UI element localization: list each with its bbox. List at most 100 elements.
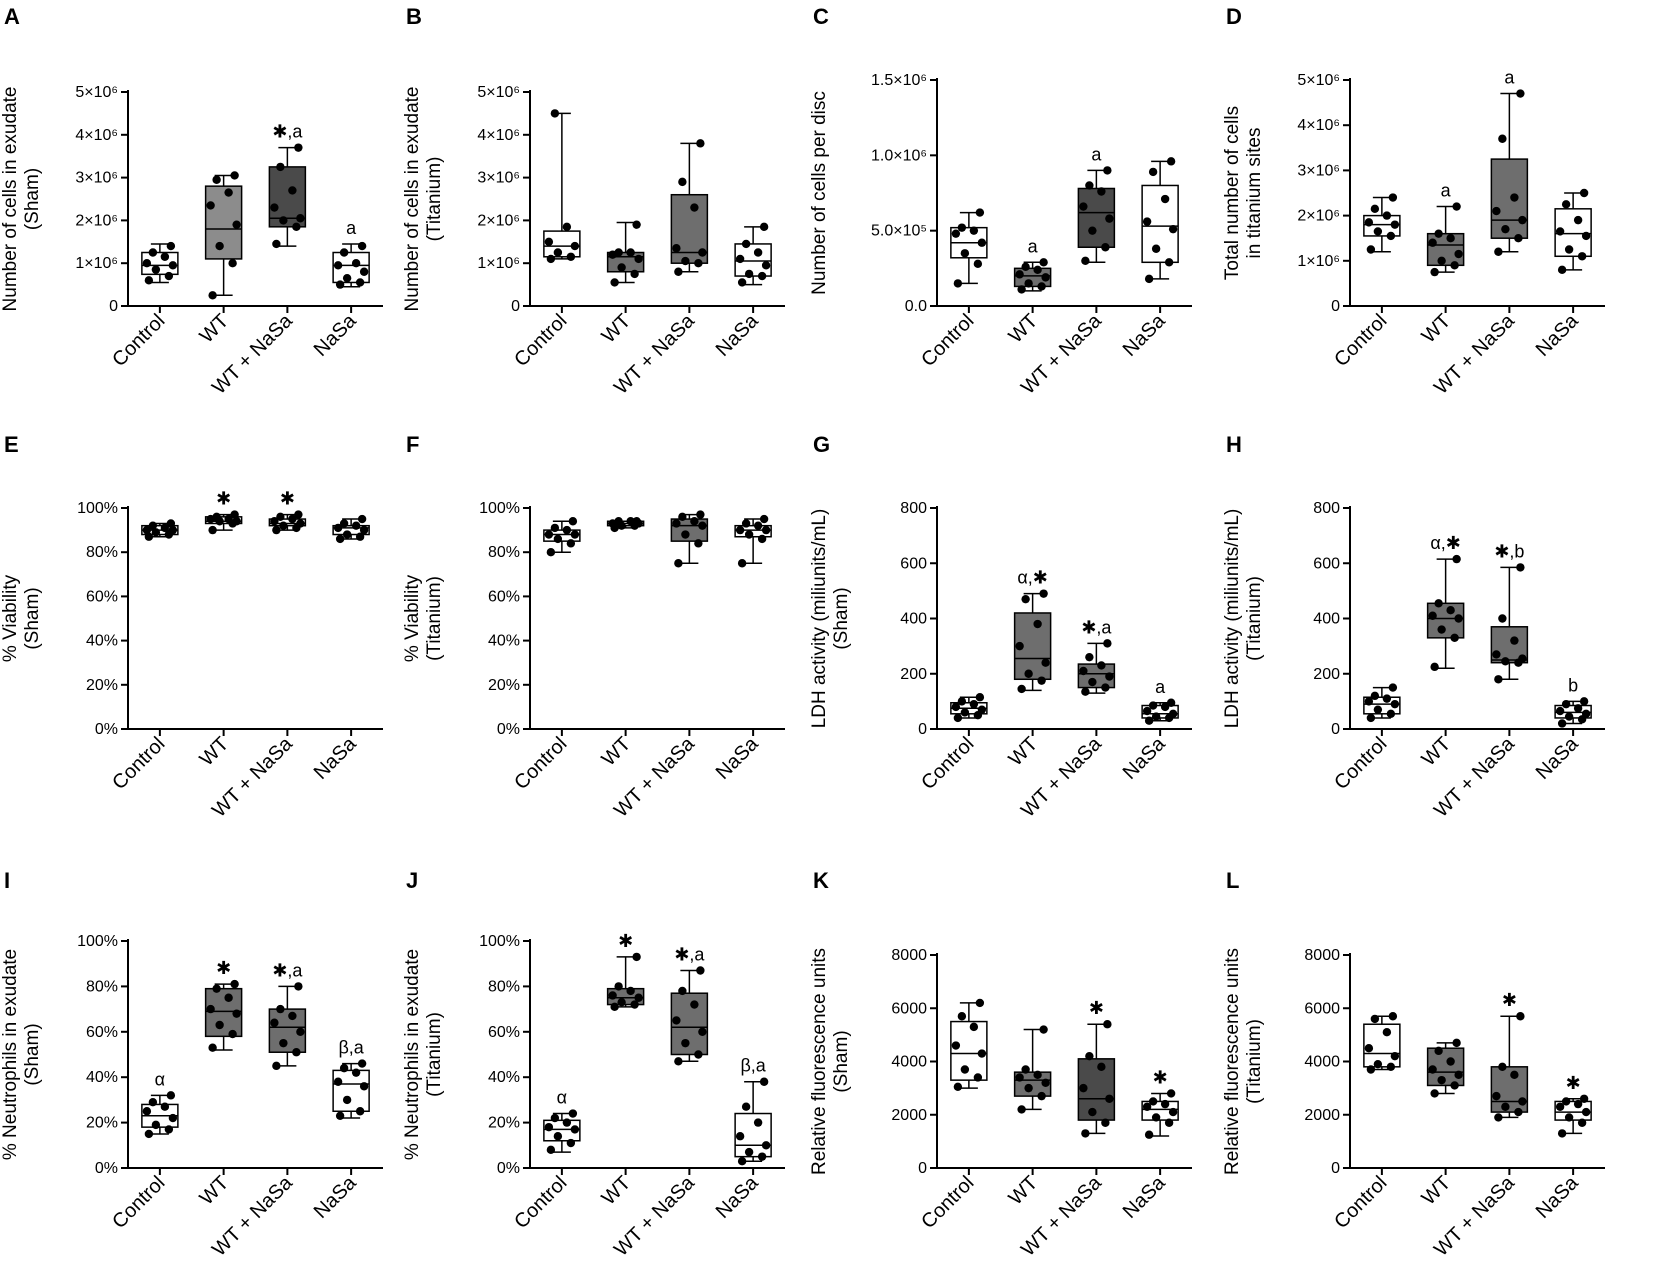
panel-a: A Number of cells in exudate(Sham) 0 1×10⁶ 2… bbox=[0, 4, 383, 399]
data-point bbox=[224, 993, 233, 1002]
data-point bbox=[1017, 285, 1026, 294]
y-axis-label: Relative fluorescence units(Sham) bbox=[809, 948, 852, 1175]
data-point bbox=[1434, 229, 1443, 238]
data-point bbox=[626, 248, 635, 257]
data-point bbox=[614, 248, 623, 257]
data-point bbox=[1164, 258, 1174, 267]
data-point bbox=[208, 291, 217, 300]
significance-label: ✱ bbox=[618, 931, 633, 951]
data-point bbox=[288, 186, 297, 195]
data-point bbox=[1494, 675, 1503, 684]
data-point bbox=[1388, 683, 1398, 692]
data-point bbox=[674, 559, 683, 568]
data-point bbox=[279, 216, 288, 225]
data-point bbox=[1151, 244, 1161, 253]
data-point bbox=[1085, 181, 1094, 190]
data-point bbox=[1079, 202, 1088, 211]
data-point bbox=[1430, 267, 1439, 277]
data-point bbox=[1103, 166, 1112, 175]
data-point bbox=[1160, 194, 1170, 204]
y-tick-label: 80% bbox=[488, 978, 520, 995]
data-point bbox=[1573, 215, 1583, 225]
data-point bbox=[1516, 89, 1525, 98]
data-point bbox=[1561, 200, 1571, 209]
y-axis-label-line: (Titanium) bbox=[1244, 576, 1265, 661]
y-tick-label: 60% bbox=[86, 1024, 118, 1041]
data-point bbox=[1142, 217, 1152, 226]
data-point bbox=[1033, 1070, 1042, 1080]
data-point bbox=[562, 1118, 572, 1127]
data-point bbox=[1494, 247, 1503, 256]
data-point bbox=[744, 1147, 754, 1157]
y-axis-label: LDH activity (miliunits/mL)(Titanium) bbox=[1222, 509, 1265, 729]
y-tick-label: 0 bbox=[1331, 721, 1340, 738]
x-tick-label: WT bbox=[1418, 310, 1456, 348]
data-point bbox=[553, 1132, 563, 1141]
data-point bbox=[1581, 1107, 1591, 1117]
data-point bbox=[160, 252, 170, 261]
data-point bbox=[757, 534, 767, 544]
data-point bbox=[1557, 265, 1567, 275]
data-point bbox=[1514, 1107, 1523, 1117]
data-point bbox=[224, 514, 233, 524]
data-point bbox=[951, 1041, 961, 1050]
data-point bbox=[206, 201, 215, 210]
box bbox=[543, 529, 581, 542]
significance-label: β,a bbox=[740, 1056, 766, 1076]
significance-label: α,✱ bbox=[1017, 568, 1048, 588]
data-point bbox=[1024, 1083, 1033, 1093]
data-point bbox=[335, 280, 345, 289]
x-tick-label: NaSa bbox=[310, 732, 362, 784]
significance-label: a bbox=[1441, 181, 1452, 201]
data-point bbox=[1555, 1102, 1565, 1111]
data-point bbox=[1518, 1097, 1527, 1106]
data-point bbox=[1364, 1043, 1374, 1053]
x-tick-label: Control bbox=[510, 733, 571, 794]
significance-label: a bbox=[1155, 677, 1166, 697]
data-point bbox=[1168, 1107, 1178, 1117]
data-point bbox=[1103, 639, 1112, 648]
data-point bbox=[357, 1059, 367, 1068]
data-point bbox=[681, 256, 690, 266]
y-tick-label: 0% bbox=[497, 721, 520, 738]
data-point bbox=[166, 1091, 176, 1100]
data-point bbox=[737, 278, 747, 287]
data-point bbox=[294, 510, 303, 519]
data-point bbox=[1088, 1107, 1097, 1117]
data-point bbox=[342, 1095, 352, 1105]
y-tick-label: 200 bbox=[1313, 666, 1340, 683]
y-tick-label: 800 bbox=[900, 500, 927, 517]
y-tick-label: 20% bbox=[488, 1115, 520, 1132]
data-point bbox=[698, 1027, 707, 1037]
data-point bbox=[630, 1000, 639, 1009]
y-tick-label: 0 bbox=[918, 1160, 927, 1177]
box bbox=[332, 1069, 370, 1113]
data-point bbox=[1151, 1113, 1161, 1122]
data-point bbox=[272, 1061, 281, 1071]
data-point bbox=[355, 532, 365, 541]
data-point bbox=[296, 519, 305, 528]
data-point bbox=[1386, 1062, 1396, 1072]
data-point bbox=[1021, 262, 1030, 272]
data-point bbox=[1148, 1097, 1158, 1106]
data-point bbox=[1366, 245, 1376, 254]
x-tick-label: NaSa bbox=[310, 309, 362, 361]
significance-label: α bbox=[557, 1088, 567, 1108]
data-point bbox=[614, 517, 623, 526]
data-point bbox=[1454, 614, 1463, 623]
data-point bbox=[1088, 677, 1097, 687]
panel-letter: D bbox=[1226, 4, 1242, 29]
y-tick-label: 80% bbox=[86, 544, 118, 561]
data-point bbox=[142, 525, 152, 535]
data-point bbox=[270, 203, 279, 212]
data-point bbox=[1561, 1097, 1571, 1106]
data-point bbox=[1573, 1099, 1583, 1109]
data-point bbox=[562, 525, 572, 535]
data-point bbox=[1492, 206, 1501, 216]
data-point bbox=[164, 1125, 174, 1134]
data-point bbox=[694, 259, 703, 268]
data-point bbox=[1454, 1070, 1463, 1080]
data-point bbox=[1492, 650, 1501, 659]
data-point bbox=[160, 523, 170, 533]
y-tick-label: 6000 bbox=[891, 1000, 927, 1017]
